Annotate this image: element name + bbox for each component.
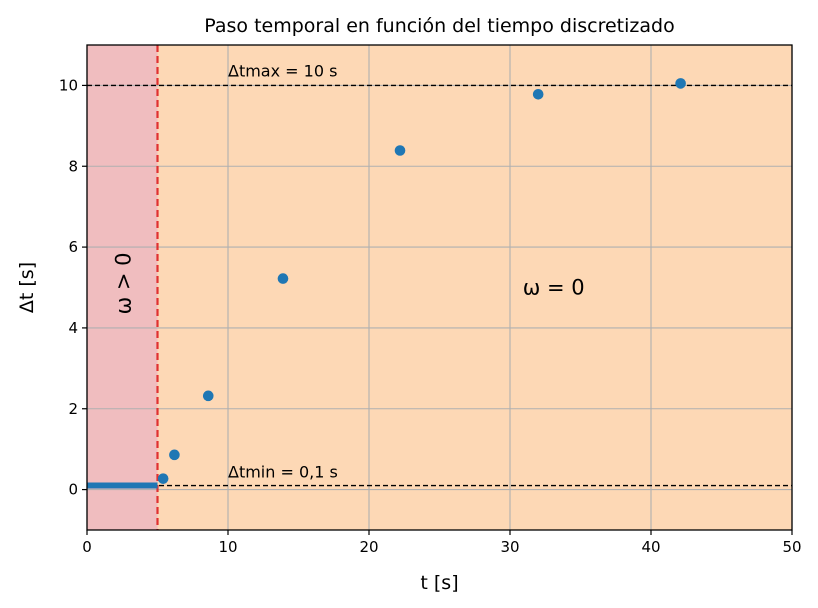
y-axis-label: Δt [s] — [16, 262, 38, 313]
x-tick-label: 20 — [359, 538, 378, 556]
x-tick-label: 10 — [218, 538, 237, 556]
data-point — [169, 449, 180, 461]
data-point — [157, 473, 169, 484]
annotation-omega-positive: ω > 0 — [112, 253, 136, 315]
x-axis-ticks: 0 10 20 30 40 50 — [82, 530, 802, 556]
annotation-dt-max: Δtmax = 10 s — [228, 61, 337, 80]
y-tick-label: 2 — [68, 400, 78, 418]
data-point — [532, 89, 544, 100]
x-tick-label: 0 — [82, 538, 92, 556]
axes-frame — [86, 44, 793, 531]
x-axis-label: t [s] — [420, 572, 458, 594]
data-points — [157, 78, 686, 484]
data-point — [202, 390, 214, 402]
chart-title: Paso temporal en función del tiempo disc… — [204, 15, 674, 37]
y-tick-label: 0 — [68, 481, 78, 499]
x-tick-label: 30 — [500, 538, 519, 556]
annotation-omega-zero: ω = 0 — [523, 276, 585, 300]
y-tick-label: 10 — [59, 76, 78, 94]
data-point — [394, 145, 406, 156]
y-axis-ticks: 0 2 4 6 8 10 — [59, 76, 87, 499]
x-tick-label: 50 — [782, 538, 801, 556]
region-omega-zero — [157, 45, 792, 530]
annotation-dt-min: Δtmin = 0,1 s — [228, 463, 338, 482]
x-tick-label: 40 — [641, 538, 660, 556]
data-point — [675, 78, 686, 89]
y-tick-label: 6 — [68, 238, 78, 256]
grid — [86, 45, 793, 530]
y-tick-label: 8 — [68, 157, 78, 175]
y-tick-label: 4 — [68, 319, 78, 337]
region-omega-positive — [87, 45, 158, 530]
reference-lines — [87, 84, 792, 487]
plot-area — [87, 45, 792, 530]
data-point — [277, 273, 289, 284]
